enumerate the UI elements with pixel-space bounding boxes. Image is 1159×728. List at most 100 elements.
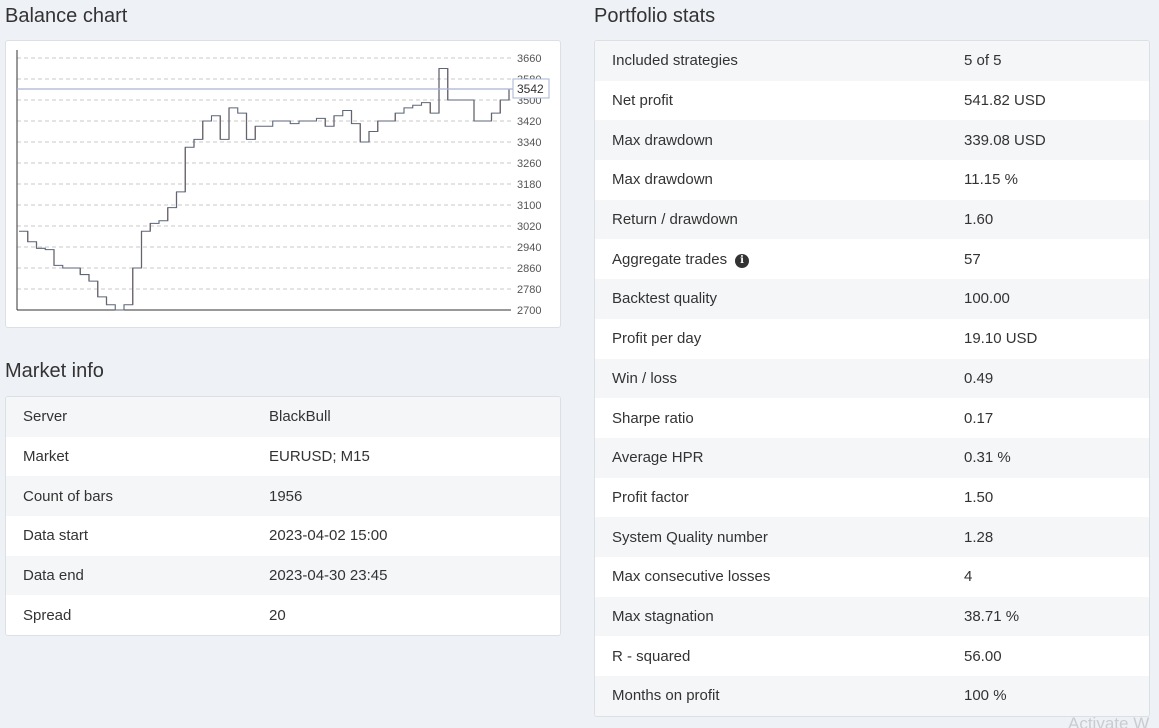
table-row: R - squared 56.00 bbox=[595, 636, 1149, 676]
row-value: BlackBull bbox=[252, 397, 560, 437]
y-tick-label: 3020 bbox=[517, 221, 541, 233]
row-value: 38.71 % bbox=[947, 596, 1149, 637]
table-row: Max drawdown 11.15 % bbox=[595, 160, 1149, 200]
row-label-text: Market bbox=[23, 448, 69, 466]
row-value: EURUSD; M15 bbox=[252, 436, 560, 477]
table-row: Backtest quality 100.00 bbox=[595, 279, 1149, 319]
row-value: 100 % bbox=[947, 676, 1149, 716]
info-circle-icon[interactable]: i bbox=[735, 253, 750, 268]
row-label-text: Profit factor bbox=[612, 488, 689, 506]
row-label-text: Count of bars bbox=[23, 487, 114, 505]
row-label-text: Months on profit bbox=[612, 687, 720, 705]
market-info-table: Server BlackBull Market EURUSD; M15 Count of… bbox=[6, 397, 560, 635]
row-value: 56.00 bbox=[947, 636, 1149, 676]
y-tick-label: 3100 bbox=[517, 200, 541, 212]
balance-chart-title: Balance chart bbox=[5, 5, 128, 27]
row-value: 5 of 5 bbox=[947, 41, 1149, 81]
row-label: Sharpe ratio bbox=[595, 398, 947, 438]
row-label: Profit per day bbox=[595, 318, 947, 359]
row-label: Included strategies bbox=[595, 41, 947, 81]
table-row: Max stagnation 38.71 % bbox=[595, 596, 1149, 637]
row-value: 2023-04-02 15:00 bbox=[252, 516, 560, 556]
portfolio-stats-title: Portfolio stats bbox=[594, 5, 716, 27]
table-row: System Quality number 1.28 bbox=[595, 517, 1149, 557]
row-value: 541.82 USD bbox=[947, 80, 1149, 121]
y-tick-label: 3260 bbox=[517, 158, 541, 170]
row-label: Average HPR bbox=[595, 437, 947, 478]
row-label: Net profit bbox=[595, 80, 947, 121]
balance-chart-panel: 2700 2780 2860 2940 3020 3100 3180 3260 3340 3420… bbox=[5, 40, 561, 328]
y-tick-label: 2860 bbox=[517, 263, 541, 275]
row-label: Max stagnation bbox=[595, 596, 947, 637]
row-label-text: Max stagnation bbox=[612, 607, 714, 625]
table-row: Spread 20 bbox=[6, 595, 560, 635]
row-label: Aggregate trades i bbox=[595, 239, 947, 280]
row-value: 57 bbox=[947, 239, 1149, 280]
current-value-box bbox=[512, 78, 550, 99]
y-tick-label: 2940 bbox=[517, 242, 541, 254]
balance-line bbox=[19, 67, 510, 311]
table-row: Max consecutive losses 4 bbox=[595, 556, 1149, 597]
portfolio-stats-panel: Included strategies 5 of 5 Net profit 541.8… bbox=[594, 40, 1150, 717]
row-value: 100.00 bbox=[947, 279, 1149, 319]
row-label: Data end bbox=[6, 555, 252, 596]
table-row: Data start 2023-04-02 15:00 bbox=[6, 516, 560, 556]
balance-chart: 2700 2780 2860 2940 3020 3100 3180 3260 3340 3420… bbox=[16, 50, 550, 317]
table-row: Server BlackBull bbox=[6, 397, 560, 437]
row-label-text: Win / loss bbox=[612, 369, 678, 387]
row-label: Max drawdown bbox=[595, 160, 947, 200]
row-value: 11.15 % bbox=[947, 160, 1149, 200]
row-label-text: Server bbox=[23, 408, 68, 426]
row-label-text: Average HPR bbox=[612, 449, 704, 467]
y-tick-label: 2780 bbox=[517, 284, 541, 296]
row-value: 20 bbox=[252, 595, 560, 635]
table-row: Return / drawdown 1.60 bbox=[595, 199, 1149, 240]
y-tick-label: 3420 bbox=[517, 116, 541, 128]
table-row: Months on profit 100 % bbox=[595, 676, 1149, 716]
row-label-text: Data start bbox=[23, 527, 89, 545]
row-value: 2023-04-30 23:45 bbox=[252, 555, 560, 596]
table-row: Win / loss 0.49 bbox=[595, 358, 1149, 399]
table-row: Sharpe ratio 0.17 bbox=[595, 398, 1149, 438]
market-info-panel: Server BlackBull Market EURUSD; M15 Count of… bbox=[5, 396, 561, 636]
row-label: Market bbox=[6, 436, 252, 477]
row-label-text: Net profit bbox=[612, 92, 673, 110]
row-label: Server bbox=[6, 397, 252, 437]
row-label-text: Max drawdown bbox=[612, 131, 713, 149]
row-value: 0.17 bbox=[947, 398, 1149, 438]
table-row: Count of bars 1956 bbox=[6, 476, 560, 517]
row-label-text: Backtest quality bbox=[612, 290, 718, 308]
row-value: 339.08 USD bbox=[947, 120, 1149, 161]
y-tick-label: 3340 bbox=[517, 137, 541, 149]
row-label-text: Max consecutive losses bbox=[612, 568, 771, 586]
row-label: Count of bars bbox=[6, 476, 252, 517]
row-label: Max drawdown bbox=[595, 120, 947, 161]
row-label: Profit factor bbox=[595, 477, 947, 518]
row-label-text: Data end bbox=[23, 567, 84, 585]
row-label-text: Aggregate trades bbox=[612, 250, 728, 268]
table-row: Market EURUSD; M15 bbox=[6, 436, 560, 477]
y-tick-label: 3180 bbox=[517, 179, 541, 191]
row-label: System Quality number bbox=[595, 517, 947, 557]
y-tick-label: 3660 bbox=[517, 53, 541, 65]
row-label: Spread bbox=[6, 595, 252, 635]
activate-windows-watermark: Activate W bbox=[1068, 714, 1150, 728]
row-label: R - squared bbox=[595, 636, 947, 676]
row-label: Months on profit bbox=[595, 676, 947, 716]
row-value: 1.60 bbox=[947, 199, 1149, 240]
row-label-text: Spread bbox=[23, 606, 72, 624]
row-label: Max consecutive losses bbox=[595, 556, 947, 597]
table-row: Net profit 541.82 USD bbox=[595, 80, 1149, 121]
row-label: Data start bbox=[6, 516, 252, 556]
market-info-title: Market info bbox=[5, 360, 104, 382]
table-row: Average HPR 0.31 % bbox=[595, 437, 1149, 478]
table-row: Included strategies 5 of 5 bbox=[595, 41, 1149, 81]
row-value: 4 bbox=[947, 556, 1149, 597]
row-label: Return / drawdown bbox=[595, 199, 947, 240]
row-label-text: Sharpe ratio bbox=[612, 409, 694, 427]
row-label-text: Max drawdown bbox=[612, 171, 713, 189]
portfolio-stats-table: Included strategies 5 of 5 Net profit 541.8… bbox=[595, 41, 1149, 716]
row-label: Backtest quality bbox=[595, 279, 947, 319]
row-value: 0.31 % bbox=[947, 437, 1149, 478]
table-row: Aggregate trades i 57 bbox=[595, 239, 1149, 280]
